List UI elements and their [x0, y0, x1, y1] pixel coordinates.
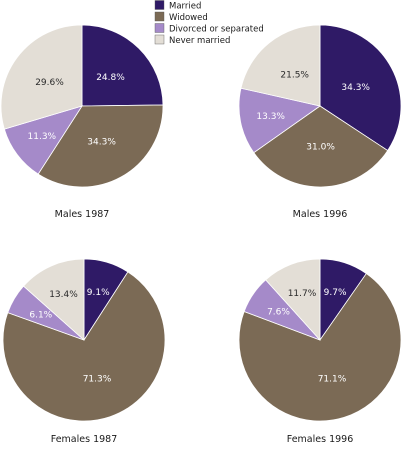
pie-slice-never-married	[0, 24, 83, 130]
pie-title: Males 1996	[293, 209, 348, 220]
pie-slice-value-label: 11.3%	[28, 132, 57, 142]
pie-slice-value-label: 13.3%	[256, 112, 285, 122]
pie-females-1996: 9.7% 71.1% 7.6% 11.7% Females 1996	[238, 258, 402, 445]
pie-slice-value-label: 71.1%	[318, 375, 347, 385]
pie-females-1987: 9.1% 71.3% 6.1% 13.4% Females 1987	[2, 258, 166, 445]
legend-label-divorced-or-separated: Divorced or separated	[169, 25, 264, 35]
pie-slice-widowed	[2, 271, 166, 422]
pie-title: Females 1996	[287, 434, 354, 445]
pie-slice-widowed	[37, 104, 164, 188]
pie-slice-value-label: 71.3%	[83, 374, 112, 384]
pie-slice-value-label: 34.3%	[87, 137, 116, 147]
pie-slice-value-label: 13.4%	[49, 290, 78, 300]
pie-slice-divorced-or-separated	[238, 87, 321, 154]
pie-slice-value-label: 6.1%	[29, 310, 52, 320]
legend-swatch-married	[154, 0, 165, 10]
pie-slice-widowed	[238, 273, 402, 422]
pie-slice-value-label: 34.3%	[341, 83, 370, 93]
pie-slice-value-label: 29.6%	[35, 78, 64, 88]
pie-slice-value-label: 24.8%	[96, 73, 125, 83]
pie-title: Females 1987	[51, 434, 118, 445]
legend-label-widowed: Widowed	[169, 13, 208, 23]
legend-swatch-divorced-or-separated	[154, 23, 165, 33]
pie-slice-value-label: 31.0%	[306, 143, 335, 153]
pie-slice-never-married	[240, 24, 321, 107]
legend-label-married: Married	[169, 2, 201, 12]
pie-slice-value-label: 9.7%	[324, 288, 347, 298]
legend-swatch-never-married	[154, 34, 165, 45]
pie-males-1987: 24.8% 34.3% 11.3% 29.6% Males 1987	[0, 24, 164, 220]
pie-slice-value-label: 21.5%	[280, 70, 309, 80]
pie-slice-married	[81, 24, 164, 107]
pie-males-1996: 34.3% 31.0% 13.3% 21.5% Males 1996	[238, 24, 402, 220]
pie-slice-value-label: 11.7%	[288, 289, 317, 299]
pie-charts: 24.8% 34.3% 11.3% 29.6% Males 1987 34.3% 31.0%…	[0, 24, 402, 445]
legend-label-never-married: Never married	[169, 36, 230, 46]
pie-slice-value-label: 7.6%	[267, 308, 290, 318]
pie-slice-never-married	[265, 258, 321, 342]
pie-slice-widowed	[253, 105, 389, 188]
pie-title: Males 1987	[55, 209, 110, 220]
pie-slice-never-married	[22, 258, 85, 341]
pie-slice-value-label: 9.1%	[87, 288, 110, 298]
legend-swatch-widowed	[154, 11, 165, 22]
